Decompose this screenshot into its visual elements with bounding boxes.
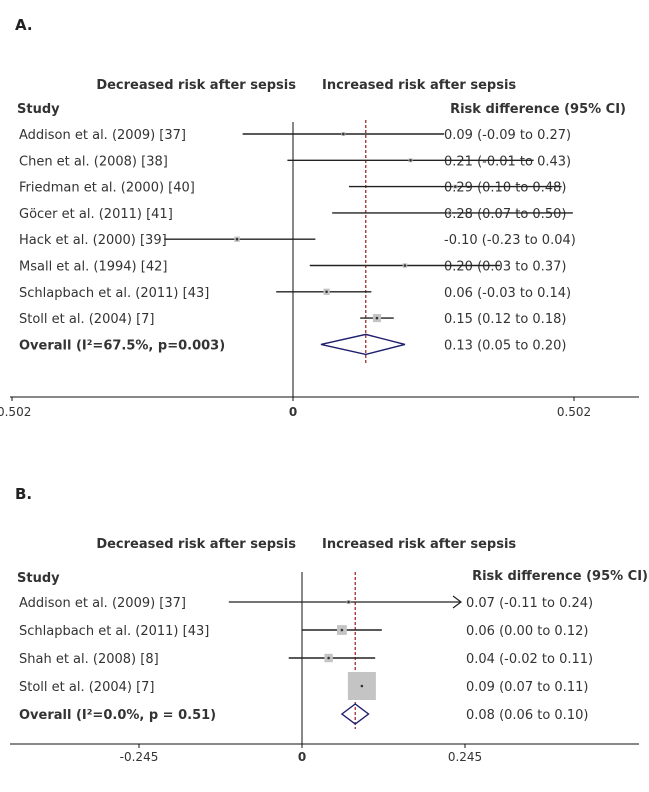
point-estimate: [325, 290, 328, 294]
study-label: Stoll et al. (2004) [7]: [19, 680, 155, 695]
ci-arrow: [452, 595, 462, 609]
forest-rows: Addison et al. (2009) [37] 0.07 (-0.11 to…: [19, 572, 593, 744]
x-tick-label: 0.502: [557, 405, 591, 419]
panel-label: B.: [15, 485, 32, 503]
x-tick-label: 0: [298, 750, 306, 764]
study-label: Hack et al. (2000) [39]: [19, 233, 167, 248]
panel-label: A.: [15, 16, 33, 34]
x-axis: -0.502 0 0.502: [0, 396, 639, 419]
study-ci-text: 0.29 (0.10 to 0.48): [444, 181, 566, 196]
point-estimate: [454, 185, 457, 188]
study-ci-text: 0.07 (-0.11 to 0.24): [466, 596, 593, 611]
overall-ci-text: 0.08 (0.06 to 0.10): [466, 708, 588, 723]
point-estimate: [448, 211, 452, 215]
study-ci-text: 0.28 (0.07 to 0.50): [444, 207, 566, 222]
point-estimate: [340, 628, 344, 632]
study-label: Addison et al. (2009) [37]: [19, 128, 186, 143]
overall-label: Overall (I²=67.5%, p=0.003): [19, 338, 225, 353]
study-ci-text: 0.15 (0.12 to 0.18): [444, 312, 566, 327]
study-column-header: Study: [17, 102, 60, 117]
ci-column-header: Risk difference (95% CI): [472, 569, 648, 584]
overall-label: Overall (I²=0.0%, p = 0.51): [19, 708, 216, 723]
study-label: Addison et al. (2009) [37]: [19, 596, 186, 611]
study-label: Göcer et al. (2011) [41]: [19, 207, 173, 222]
study-ci-text: 0.06 (0.00 to 0.12): [466, 624, 588, 639]
study-ci-text: -0.10 (-0.23 to 0.04): [444, 233, 576, 248]
study-label: Chen et al. (2008) [38]: [19, 154, 168, 169]
direction-label-increased: Increased risk after sepsis: [322, 78, 516, 93]
forest-plot-panel-a: A. Decreased risk after sepsis Increased…: [0, 16, 639, 419]
point-estimate: [342, 132, 345, 136]
point-estimate: [403, 264, 407, 267]
point-estimate: [375, 316, 379, 320]
study-ci-text: 0.06 (-0.03 to 0.14): [444, 286, 571, 301]
overall-diamond: [320, 333, 406, 356]
point-estimate: [327, 656, 330, 660]
direction-label-decreased: Decreased risk after sepsis: [96, 78, 296, 93]
forest-plot-panel-b: B. Decreased risk after sepsis Increased…: [10, 485, 648, 764]
overall-diamond: [340, 703, 370, 725]
study-ci-text: 0.20 (0.03 to 0.37): [444, 260, 566, 275]
point-estimate: [235, 237, 239, 241]
study-label: Schlapbach et al. (2011) [43]: [19, 286, 209, 301]
x-tick-label: -0.502: [0, 405, 31, 419]
x-axis: -0.245 0 0.245: [10, 743, 639, 764]
study-label: Msall et al. (1994) [42]: [19, 260, 167, 275]
study-ci-text: 0.21 (-0.01 to 0.43): [444, 154, 571, 169]
study-ci-text: 0.09 (0.07 to 0.11): [466, 680, 588, 695]
study-label: Stoll et al. (2004) [7]: [19, 312, 155, 327]
overall-ci-text: 0.13 (0.05 to 0.20): [444, 338, 566, 353]
x-tick-label: 0: [289, 405, 297, 419]
point-estimate: [347, 600, 350, 604]
study-ci-text: 0.09 (-0.09 to 0.27): [444, 128, 571, 143]
study-label: Shah et al. (2008) [8]: [19, 652, 159, 667]
direction-label-decreased: Decreased risk after sepsis: [96, 537, 296, 552]
study-ci-text: 0.04 (-0.02 to 0.11): [466, 652, 593, 667]
point-estimate: [360, 684, 364, 688]
forest-rows: Addison et al. (2009) [37] 0.09 (-0.09 to…: [19, 120, 576, 397]
x-tick-label: 0.245: [448, 750, 482, 764]
study-column-header: Study: [17, 571, 60, 586]
point-estimate: [409, 159, 412, 162]
ci-column-header: Risk difference (95% CI): [450, 102, 626, 117]
direction-label-increased: Increased risk after sepsis: [322, 537, 516, 552]
x-tick-label: -0.245: [120, 750, 159, 764]
study-label: Schlapbach et al. (2011) [43]: [19, 624, 209, 639]
study-label: Friedman et al. (2000) [40]: [19, 181, 195, 196]
